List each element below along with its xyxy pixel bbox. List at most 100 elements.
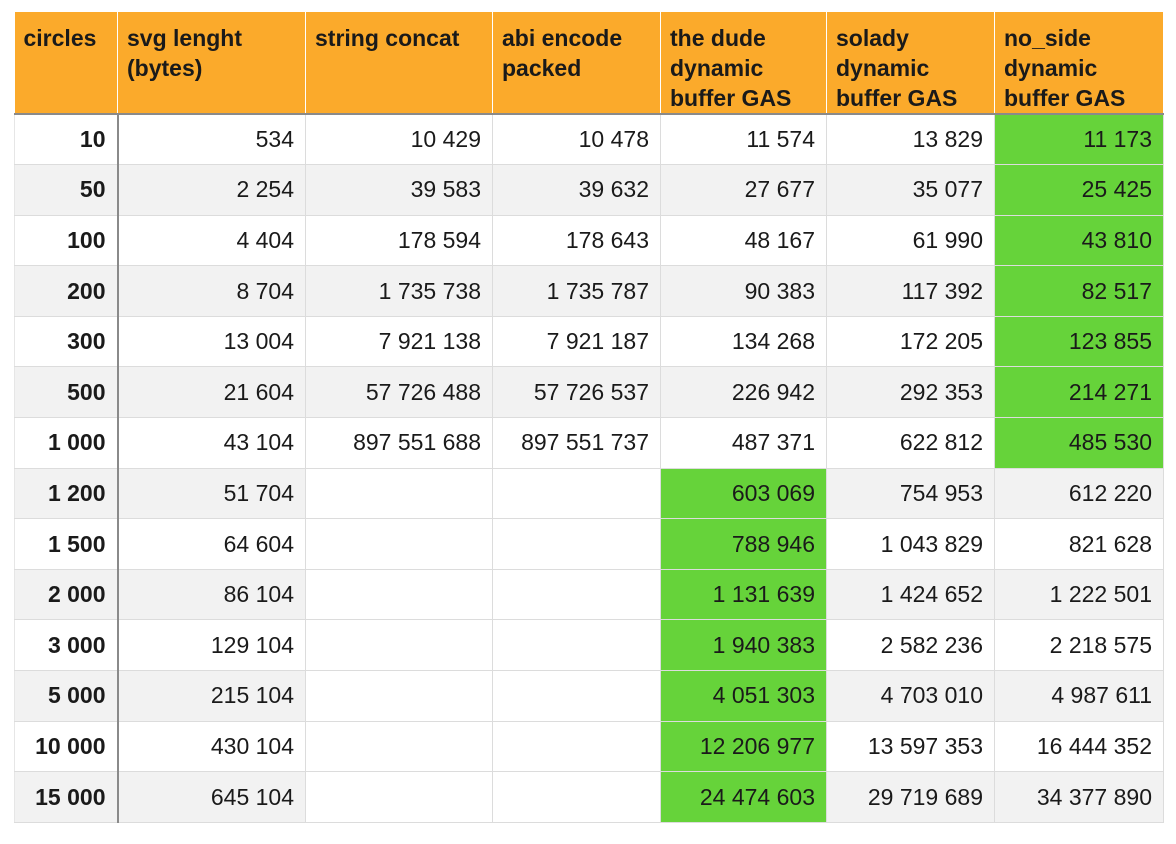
table-cell: 1 940 383 [660, 619, 827, 672]
table-cell: 13 829 [826, 113, 995, 166]
column-header-line: string concat [315, 25, 460, 51]
table-cell [305, 467, 493, 520]
table-cell: 35 077 [826, 164, 995, 216]
column-header-line: dynamic [1004, 55, 1098, 81]
table-cell: 603 069 [660, 467, 827, 520]
table-cell: 48 167 [660, 214, 827, 267]
table-cell: 214 271 [994, 366, 1164, 419]
gas-comparison-table: circles svg lenght (bytes) string concat abi… [14, 12, 1164, 823]
column-header-line: (bytes) [127, 55, 203, 81]
table-header: circles svg lenght (bytes) string concat abi… [14, 12, 1164, 115]
table-cell: 8 704 [117, 265, 306, 317]
table-cell: 82 517 [994, 265, 1164, 317]
table-cell: 754 953 [826, 467, 995, 520]
row-header-circles: 200 [14, 265, 119, 317]
table-body: 10 534 10 429 10 478 11 574 13 829 11 173 50 2 2… [14, 113, 1164, 823]
table-cell: 622 812 [826, 417, 995, 469]
row-header-circles: 300 [14, 315, 119, 368]
table-cell: 1 424 652 [826, 568, 995, 621]
column-header-line: buffer GAS [670, 85, 792, 111]
table-cell [305, 518, 493, 570]
table-cell: 7 921 138 [305, 315, 493, 368]
table-cell: 487 371 [660, 417, 827, 469]
table-row: 1 500 64 604 788 946 1 043 829 821 628 [14, 518, 1164, 570]
table-cell: 57 726 537 [492, 366, 661, 419]
column-header-line: buffer GAS [836, 85, 958, 111]
column-header-svg-length: svg lenght (bytes) [117, 12, 306, 115]
table-cell: 134 268 [660, 315, 827, 368]
table-cell: 21 604 [117, 366, 306, 419]
table-row: 5 000 215 104 4 051 303 4 703 010 4 987 611 [14, 670, 1164, 722]
column-header-line: the dude [670, 25, 766, 51]
table-cell: 129 104 [117, 619, 306, 672]
table-row: 10 000 430 104 12 206 977 13 597 353 16 444 … [14, 720, 1164, 773]
column-header-string-concat: string concat [305, 12, 493, 115]
table-cell: 13 597 353 [826, 720, 995, 773]
row-header-circles: 1 000 [14, 417, 119, 469]
table-row: 500 21 604 57 726 488 57 726 537 226 942 292 … [14, 366, 1164, 419]
table-cell: 485 530 [994, 417, 1164, 469]
table-cell: 612 220 [994, 467, 1164, 520]
table-cell: 27 677 [660, 164, 827, 216]
table-cell: 2 582 236 [826, 619, 995, 672]
column-header-line: dynamic [836, 55, 930, 81]
table-cell: 10 478 [492, 113, 661, 166]
table-cell [492, 771, 661, 823]
table-cell: 29 719 689 [826, 771, 995, 823]
table-row: 50 2 254 39 583 39 632 27 677 35 077 25 425 [14, 164, 1164, 216]
table-row: 1 200 51 704 603 069 754 953 612 220 [14, 467, 1164, 520]
table-cell [492, 467, 661, 520]
row-header-circles: 50 [14, 164, 119, 216]
table-cell [492, 720, 661, 773]
table-cell: 64 604 [117, 518, 306, 570]
table-cell: 2 218 575 [994, 619, 1164, 672]
table-row: 100 4 404 178 594 178 643 48 167 61 990 43 810 [14, 214, 1164, 267]
table-cell: 534 [117, 113, 306, 166]
table-cell: 117 392 [826, 265, 995, 317]
table-cell: 39 632 [492, 164, 661, 216]
row-header-circles: 1 200 [14, 467, 119, 520]
column-header-line: dynamic [670, 55, 764, 81]
column-header-circles: circles [14, 12, 118, 115]
table-cell: 61 990 [826, 214, 995, 267]
table-cell: 788 946 [660, 518, 827, 570]
row-header-circles: 15 000 [14, 771, 119, 823]
table-cell [305, 670, 493, 722]
table-cell: 226 942 [660, 366, 827, 419]
table-cell: 897 551 688 [305, 417, 493, 469]
table-cell: 1 131 639 [660, 568, 827, 621]
table-cell: 16 444 352 [994, 720, 1164, 773]
table-cell [305, 568, 493, 621]
table-cell: 43 104 [117, 417, 306, 469]
column-header-line: circles [23, 25, 97, 51]
table-cell [492, 670, 661, 722]
table-row: 200 8 704 1 735 738 1 735 787 90 383 117 392 8… [14, 265, 1164, 317]
table-cell: 645 104 [117, 771, 306, 823]
row-header-circles: 10 000 [14, 720, 119, 773]
table-row: 1 000 43 104 897 551 688 897 551 737 487 371… [14, 417, 1164, 469]
results-table-container: circles svg lenght (bytes) string concat abi… [14, 12, 1164, 823]
table-cell: 2 254 [117, 164, 306, 216]
table-cell: 7 921 187 [492, 315, 661, 368]
table-cell [305, 771, 493, 823]
table-cell: 43 810 [994, 214, 1164, 267]
column-header-abi-encode-packed: abi encode packed [492, 12, 661, 115]
table-cell: 4 987 611 [994, 670, 1164, 722]
table-cell: 57 726 488 [305, 366, 493, 419]
row-header-circles: 10 [14, 113, 119, 166]
table-cell: 215 104 [117, 670, 306, 722]
table-cell: 172 205 [826, 315, 995, 368]
table-cell: 11 173 [994, 113, 1164, 166]
table-cell: 1 043 829 [826, 518, 995, 570]
table-cell [305, 720, 493, 773]
table-cell: 39 583 [305, 164, 493, 216]
header-row: circles svg lenght (bytes) string concat abi… [14, 12, 1164, 115]
table-cell [492, 518, 661, 570]
table-cell [492, 619, 661, 672]
column-header-line: packed [502, 55, 582, 81]
table-row: 15 000 645 104 24 474 603 29 719 689 34 377 … [14, 771, 1164, 823]
table-cell: 1 735 738 [305, 265, 493, 317]
table-cell: 25 425 [994, 164, 1164, 216]
table-cell: 897 551 737 [492, 417, 661, 469]
table-cell: 24 474 603 [660, 771, 827, 823]
